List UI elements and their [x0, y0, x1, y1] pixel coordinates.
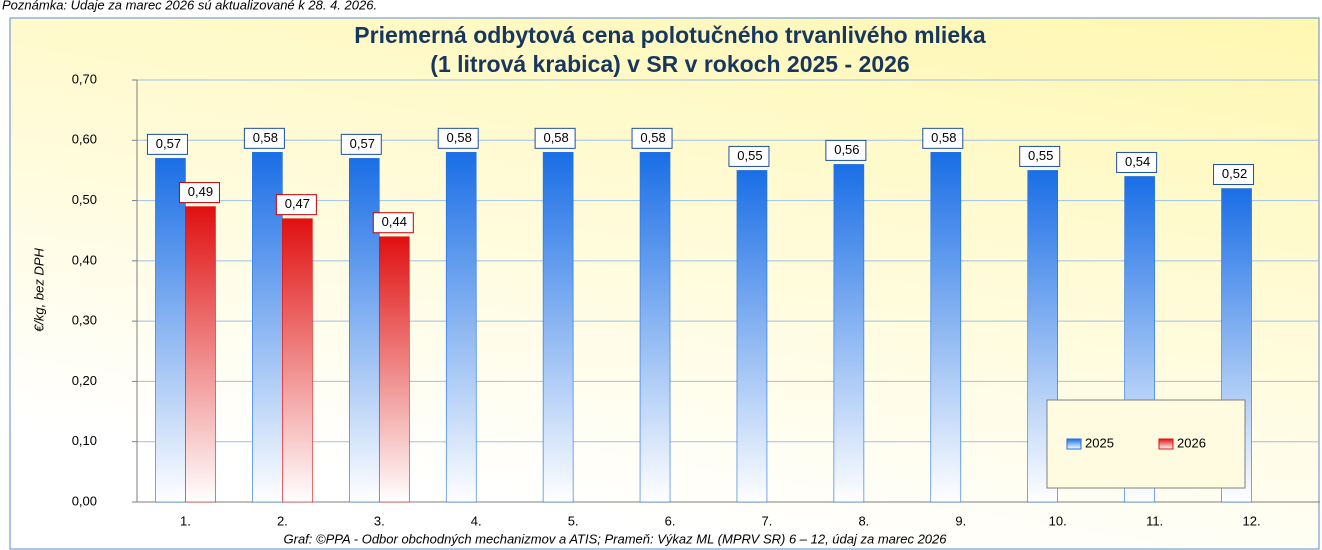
bar: [185, 206, 216, 503]
x-tick-label: 10.: [1049, 513, 1067, 528]
x-tick-label: 8.: [858, 513, 869, 528]
data-label: 0,56: [834, 142, 859, 157]
data-label-box: [631, 127, 673, 149]
chart-title: (1 litrová krabica) v SR v rokoch 2025 -…: [430, 51, 909, 77]
bar: [445, 152, 477, 503]
data-label: 0,55: [1028, 148, 1053, 163]
data-label-box: [1116, 151, 1158, 173]
x-tick-label: 3.: [374, 513, 385, 528]
x-tick-label: 5.: [568, 513, 579, 528]
data-label: 0,58: [640, 130, 665, 145]
data-label: 0,58: [543, 130, 568, 145]
data-label-box: [437, 127, 479, 149]
chart-title: Priemerná odbytová cena polotučného trva…: [354, 22, 986, 48]
legend-swatch: [1066, 438, 1082, 450]
x-tick-label: 1.: [180, 513, 191, 528]
caption: Graf: ©PPA - Odbor obchodných mechanizmo…: [284, 531, 948, 546]
x-tick-label: 11.: [1146, 513, 1163, 528]
y-axis-label: €/kg, bez DPH: [31, 247, 46, 331]
x-tick-label: 6.: [665, 513, 676, 528]
data-label-box: [728, 145, 770, 167]
note: Poznámka: Údaje za marec 2026 sú aktuali…: [2, 0, 377, 12]
legend-label: 2025: [1085, 435, 1114, 450]
data-label: 0,54: [1125, 154, 1150, 169]
data-label: 0,52: [1222, 166, 1247, 181]
data-label: 0,58: [931, 130, 956, 145]
data-label: 0,57: [156, 136, 181, 151]
bar: [833, 164, 865, 503]
bar: [378, 236, 410, 503]
bar: [542, 152, 574, 503]
y-tick-label: 0,40: [72, 252, 97, 267]
y-tick-label: 0,10: [72, 433, 97, 448]
data-label: 0,55: [737, 148, 762, 163]
legend-swatch: [1158, 438, 1174, 450]
data-label: 0,58: [447, 130, 472, 145]
data-label-box: [1213, 164, 1255, 186]
bar: [639, 152, 671, 503]
data-label-box: [275, 194, 317, 216]
data-label-box: [340, 133, 382, 155]
data-label-box: [922, 127, 964, 149]
x-tick-label: 9.: [955, 513, 966, 528]
bar: [282, 218, 313, 503]
data-label: 0,57: [350, 136, 375, 151]
bar: [930, 152, 962, 503]
x-tick-label: 2.: [277, 513, 288, 528]
bar: [155, 158, 186, 503]
y-tick-label: 0,20: [72, 373, 97, 388]
data-label-box: [146, 133, 188, 155]
bar: [736, 170, 768, 503]
data-label: 0,49: [188, 184, 213, 199]
data-label-box: [178, 182, 220, 204]
x-tick-label: 4.: [471, 513, 482, 528]
x-tick-label: 7.: [762, 513, 773, 528]
y-tick-label: 0,50: [72, 192, 97, 207]
data-label-box: [534, 127, 576, 149]
legend-label: 2026: [1177, 435, 1206, 450]
y-tick-label: 0,30: [72, 313, 97, 328]
x-tick-label: 12.: [1243, 513, 1261, 528]
data-label-box: [372, 212, 414, 234]
y-tick-label: 0,00: [72, 493, 97, 508]
data-label: 0,47: [285, 196, 310, 211]
data-label-box: [243, 127, 285, 149]
data-label: 0,44: [382, 214, 407, 229]
data-label-box: [1019, 145, 1061, 167]
data-label: 0,58: [253, 130, 278, 145]
y-tick-label: 0,70: [72, 71, 97, 86]
bar: [348, 158, 380, 503]
data-label-box: [825, 139, 867, 161]
y-tick-label: 0,60: [72, 132, 97, 147]
